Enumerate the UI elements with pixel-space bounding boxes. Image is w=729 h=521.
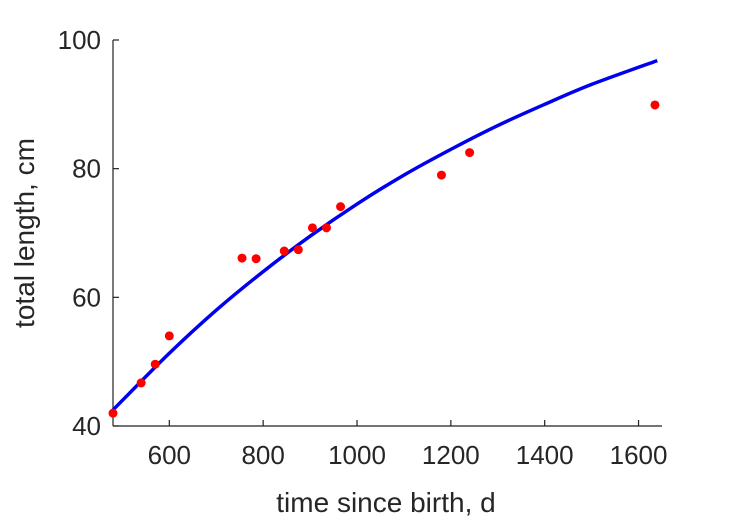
fitted-curve (111, 58, 658, 412)
fit-line (111, 58, 658, 412)
x-tick-label: 1000 (328, 440, 386, 470)
y-tick-label: 80 (72, 154, 101, 184)
data-point (465, 148, 475, 158)
x-tick-label: 800 (241, 440, 284, 470)
x-tick-label: 600 (148, 440, 191, 470)
x-tick-label: 1200 (422, 440, 480, 470)
data-point (150, 359, 160, 369)
axes (112, 40, 662, 427)
x-tick-label: 1600 (610, 440, 668, 470)
data-point (436, 170, 446, 180)
x-axis-label: time since birth, d (276, 487, 495, 518)
y-tick-label: 60 (72, 282, 101, 312)
data-point (164, 331, 174, 341)
data-point (136, 378, 146, 388)
data-point (307, 223, 317, 233)
data-point (650, 100, 660, 110)
y-tick-label: 100 (58, 25, 101, 55)
x-tick-label: 1400 (516, 440, 574, 470)
data-point (279, 246, 289, 256)
data-point (108, 408, 118, 418)
data-point (293, 245, 303, 255)
data-point (322, 223, 331, 233)
y-tick-label: 40 (72, 411, 101, 441)
data-point (237, 253, 247, 263)
ticks: 600 800 1000 1200 1400 1600 40 60 80 100 (58, 25, 668, 470)
data-point (336, 202, 346, 212)
y-axis-label: total length, cm (9, 138, 40, 328)
data-points (108, 100, 660, 418)
data-point (251, 254, 261, 264)
